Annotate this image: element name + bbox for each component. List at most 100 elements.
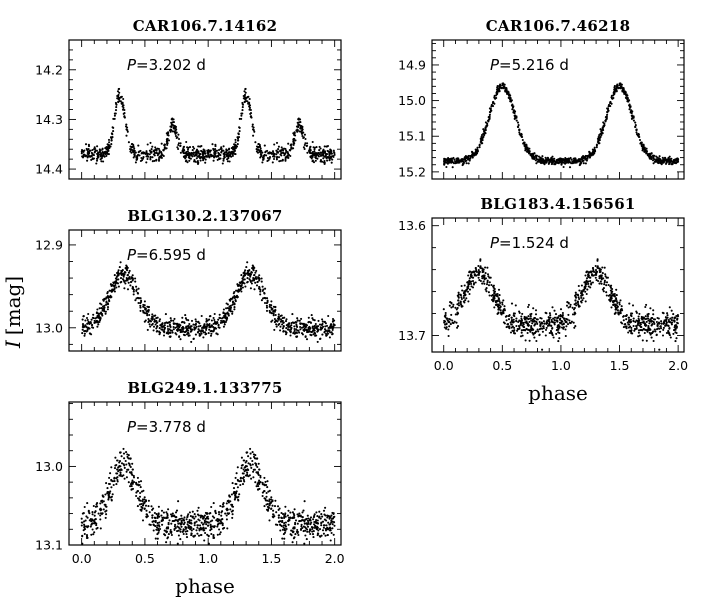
- data-point: [126, 126, 129, 129]
- data-point: [97, 312, 100, 315]
- data-point: [200, 144, 203, 148]
- data-point: [488, 107, 491, 110]
- data-point: [228, 298, 231, 301]
- data-point: [321, 160, 324, 163]
- data-point: [246, 261, 249, 264]
- data-point: [152, 150, 155, 153]
- data-point: [219, 154, 222, 157]
- data-point: [447, 334, 450, 338]
- data-point: [628, 329, 631, 332]
- data-point: [674, 340, 677, 343]
- data-point: [316, 157, 319, 160]
- data-point: [299, 322, 302, 326]
- light-curve-points: [442, 258, 680, 351]
- data-point: [179, 530, 182, 533]
- data-point: [531, 157, 534, 160]
- data-point: [286, 328, 289, 331]
- data-point: [197, 328, 200, 331]
- data-point: [264, 297, 267, 300]
- data-point: [488, 281, 491, 284]
- data-point: [136, 292, 140, 295]
- data-point: [564, 328, 567, 331]
- data-point: [273, 317, 276, 321]
- data-point: [331, 523, 334, 526]
- x-axis-label: phase: [528, 381, 588, 405]
- data-point: [147, 317, 150, 321]
- data-point: [119, 281, 122, 284]
- data-point: [308, 329, 311, 333]
- data-point: [247, 273, 250, 277]
- data-point: [282, 329, 285, 333]
- data-point: [527, 303, 530, 306]
- data-point: [667, 331, 670, 334]
- data-point: [236, 136, 239, 139]
- data-point: [132, 293, 135, 296]
- data-point: [165, 140, 168, 143]
- data-point: [197, 320, 200, 323]
- data-point: [302, 136, 305, 140]
- data-point: [481, 282, 484, 285]
- data-point: [218, 313, 221, 316]
- data-point: [653, 318, 657, 321]
- data-point: [170, 125, 173, 128]
- data-point: [528, 339, 531, 342]
- data-point: [645, 150, 648, 154]
- data-point: [557, 316, 560, 319]
- data-point: [648, 155, 651, 158]
- data-point: [596, 265, 599, 268]
- data-point: [102, 152, 105, 155]
- data-point: [614, 308, 617, 311]
- data-point: [507, 314, 510, 318]
- data-point: [577, 284, 580, 288]
- data-point: [142, 156, 145, 159]
- data-point: [321, 333, 324, 336]
- data-point: [226, 160, 229, 163]
- data-point: [92, 313, 95, 316]
- data-point: [95, 320, 98, 324]
- x-tick-label: 1.5: [610, 358, 630, 373]
- data-point: [182, 155, 185, 158]
- data-point: [530, 326, 533, 329]
- data-point: [327, 314, 330, 318]
- data-point: [117, 88, 120, 91]
- data-point: [161, 523, 164, 526]
- data-point: [487, 284, 491, 287]
- data-point: [132, 145, 135, 148]
- data-point: [640, 326, 643, 329]
- data-point: [632, 115, 635, 118]
- data-point: [265, 304, 268, 307]
- data-point: [454, 306, 457, 309]
- data-point: [328, 152, 331, 156]
- data-point: [137, 297, 141, 300]
- data-point: [653, 160, 656, 163]
- data-point: [235, 294, 239, 297]
- data-point: [125, 128, 128, 131]
- data-point: [580, 296, 583, 299]
- data-point: [465, 297, 468, 300]
- data-point: [462, 163, 465, 166]
- data-point: [202, 326, 205, 329]
- data-point: [538, 328, 541, 331]
- data-point: [210, 332, 213, 335]
- data-point: [632, 324, 635, 328]
- data-point: [194, 160, 197, 163]
- data-point: [586, 154, 589, 157]
- data-point: [452, 303, 455, 306]
- data-point: [580, 284, 583, 287]
- data-point: [676, 317, 679, 320]
- data-point: [120, 95, 123, 98]
- data-point: [630, 114, 633, 117]
- data-point: [535, 339, 538, 343]
- data-point: [85, 154, 88, 157]
- data-point: [202, 336, 205, 339]
- data-point: [148, 323, 151, 326]
- data-point: [195, 149, 198, 152]
- data-point: [603, 281, 606, 284]
- data-point: [259, 151, 262, 154]
- data-point: [553, 316, 557, 319]
- data-point: [245, 266, 248, 269]
- x-tick-label: 2.0: [325, 551, 345, 566]
- data-point: [213, 156, 216, 159]
- data-point: [625, 318, 628, 321]
- data-point: [205, 332, 208, 335]
